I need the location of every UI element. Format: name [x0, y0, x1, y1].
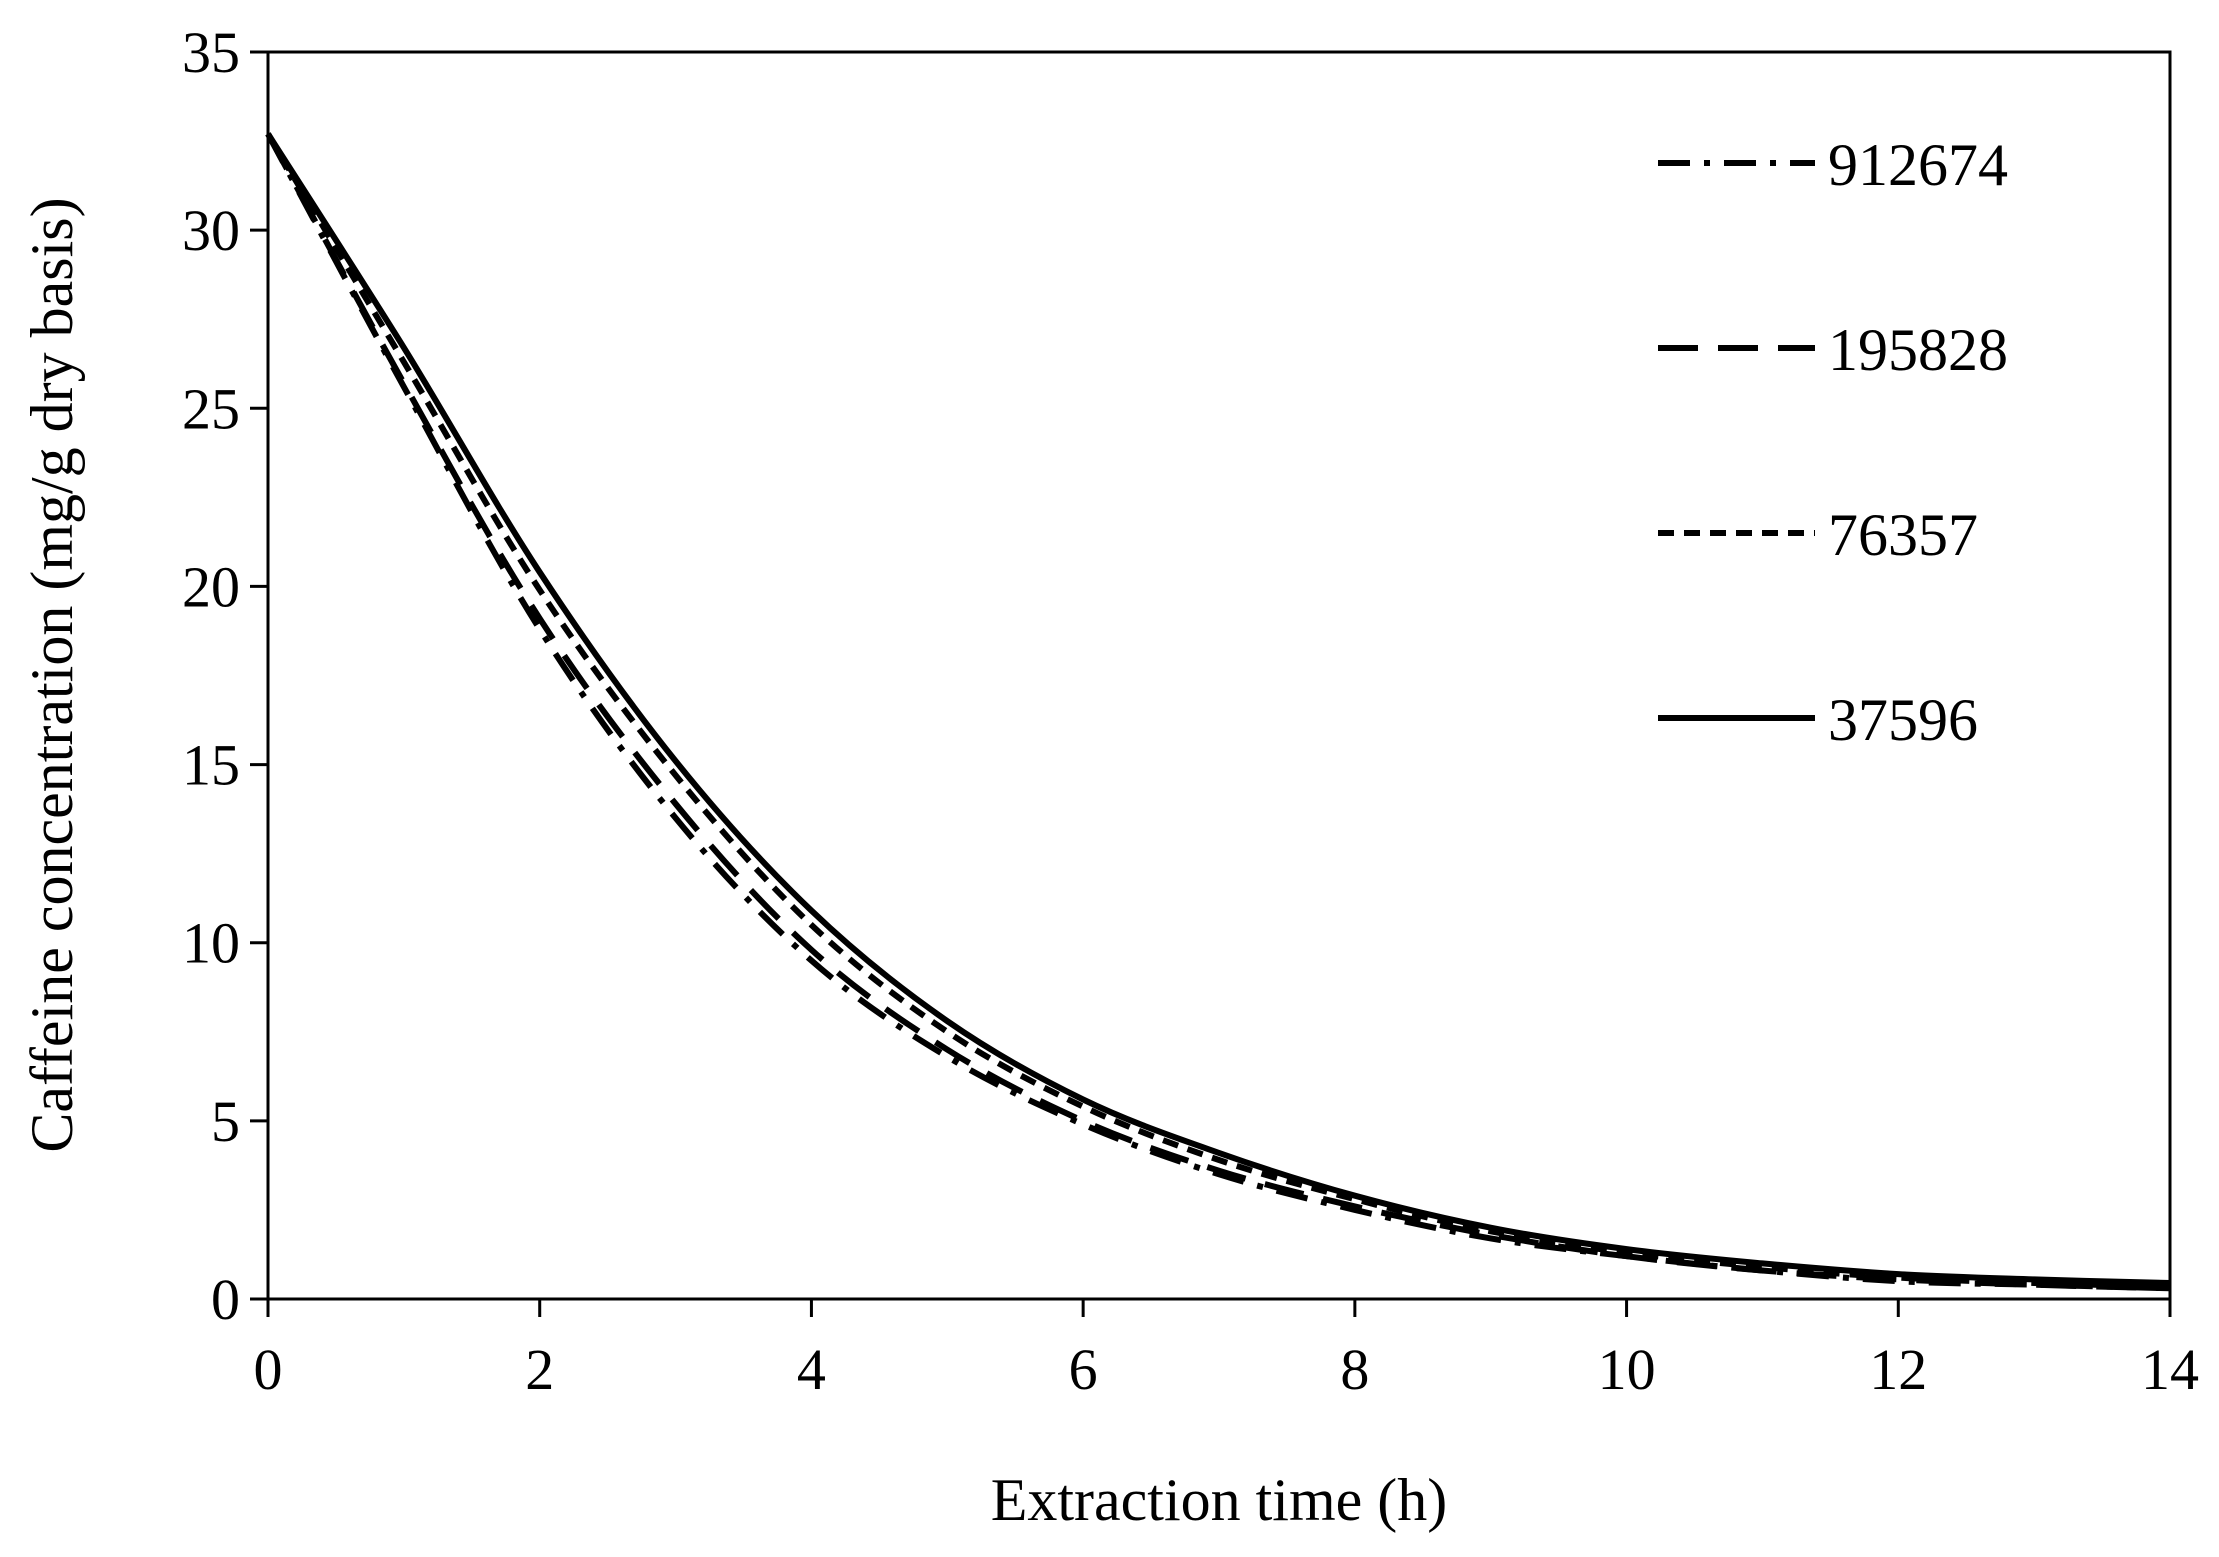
- legend-label-37596: 37596: [1828, 687, 1978, 753]
- y-tick-label: 10: [182, 911, 240, 976]
- y-tick-label: 0: [211, 1267, 240, 1332]
- y-tick-label: 20: [182, 554, 240, 619]
- x-axis-label: Extraction time (h): [991, 1467, 1448, 1533]
- series-line-76357: [265, 132, 2171, 1290]
- x-tick-label: 0: [254, 1337, 283, 1402]
- legend-label-195828: 195828: [1828, 317, 2008, 383]
- x-tick-label: 6: [1069, 1337, 1098, 1402]
- y-tick-label: 5: [211, 1089, 240, 1154]
- y-tick-label: 25: [182, 376, 240, 441]
- x-tick-label: 8: [1340, 1337, 1369, 1402]
- series-lines: [265, 132, 2171, 1292]
- plot-frame: [266, 50, 2172, 1301]
- y-tick-label: 15: [182, 733, 240, 798]
- legend-label-76357: 76357: [1828, 502, 1978, 568]
- x-tick-label: 14: [2141, 1337, 2199, 1402]
- x-tick-label: 2: [525, 1337, 554, 1402]
- series-line-37596: [265, 132, 2171, 1286]
- x-axis-ticks: 0 2 4 6 8 10 12 14: [254, 1299, 2199, 1402]
- series-line-195828: [265, 132, 2171, 1292]
- y-axis-ticks: 0 5 10 15 20 25 30 35: [182, 20, 268, 1332]
- x-tick-label: 12: [1869, 1337, 1927, 1402]
- legend-label-912674: 912674: [1828, 132, 2008, 198]
- y-axis-label: Caffeine concentration (mg/g dry basis): [19, 197, 85, 1152]
- x-tick-label: 4: [797, 1337, 826, 1402]
- legend: 912674 195828 76357 37596: [1658, 132, 2008, 753]
- y-tick-label: 35: [182, 20, 240, 85]
- x-tick-label: 10: [1598, 1337, 1656, 1402]
- y-tick-label: 30: [182, 198, 240, 263]
